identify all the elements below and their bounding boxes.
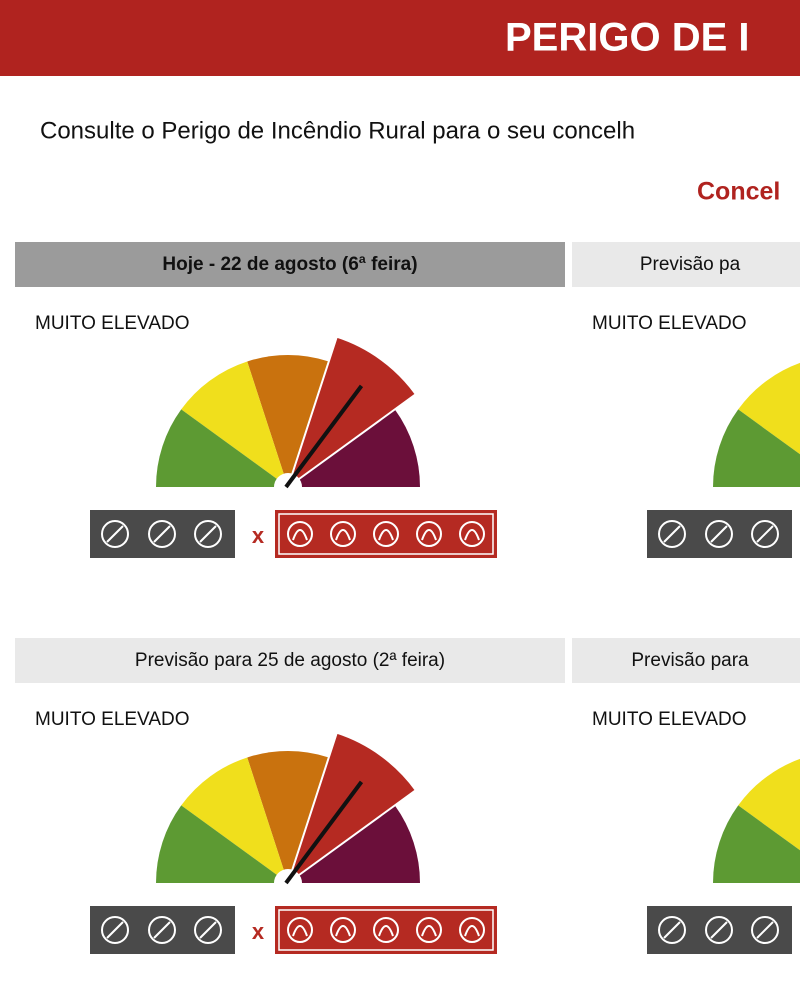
forbidden-activities <box>275 906 497 954</box>
gauge-segment <box>181 361 288 487</box>
gauge-segment <box>738 362 800 455</box>
panel-heading-bg <box>572 638 800 683</box>
gauge-segment <box>181 757 288 883</box>
activity-icon <box>705 916 733 944</box>
forbidden-icon <box>292 925 308 937</box>
forbidden-icon <box>421 529 437 541</box>
panel-heading: Previsão para 25 de agosto (2ª feira) <box>135 650 445 671</box>
panel-heading-bg <box>15 638 565 683</box>
forbidden-icon <box>335 925 351 937</box>
gauge-segment <box>288 409 420 487</box>
gauge-segment-active <box>286 335 418 490</box>
activity-icon <box>705 520 733 548</box>
forbidden-icon <box>378 529 394 541</box>
activity-icon <box>663 525 681 543</box>
activity-icon <box>153 921 171 939</box>
forbidden-border <box>278 909 494 951</box>
county-label: Concel <box>697 178 780 206</box>
gauge-needle <box>284 780 364 885</box>
forbidden-icon <box>421 925 437 937</box>
activity-icon <box>199 525 217 543</box>
activity-icon <box>148 916 176 944</box>
danger-level: MUITO ELEVADO <box>35 313 190 334</box>
forbidden-border <box>278 513 494 555</box>
activity-icon <box>658 520 686 548</box>
gauge-segment <box>247 355 329 487</box>
activity-icon <box>658 916 686 944</box>
gauge-segment <box>247 751 329 883</box>
activity-icon <box>710 921 728 939</box>
activity-icon <box>101 916 129 944</box>
forbidden-icon <box>459 917 485 943</box>
activity-icon <box>106 921 124 939</box>
activity-icon <box>751 916 779 944</box>
header-bar <box>0 0 800 76</box>
restriction-separator: x <box>252 523 265 548</box>
forbidden-icon <box>416 917 442 943</box>
activity-icon <box>101 520 129 548</box>
forbidden-icon <box>330 521 356 547</box>
gauge-segment-active <box>286 731 418 886</box>
gauge-segment <box>156 409 288 487</box>
gauge-needle <box>284 384 364 489</box>
forbidden-activities <box>275 510 497 558</box>
forbidden-icon <box>287 917 313 943</box>
activity-icon <box>756 525 774 543</box>
gauge-segment <box>713 409 800 487</box>
gauge-segment <box>713 805 800 883</box>
activity-icon <box>194 916 222 944</box>
forbidden-icon <box>464 925 480 937</box>
activity-icon <box>106 525 124 543</box>
panel-heading-bg <box>572 242 800 287</box>
activity-icon <box>148 520 176 548</box>
header-title: PERIGO DE I <box>505 16 750 60</box>
activity-icon <box>153 525 171 543</box>
activity-icon <box>194 520 222 548</box>
danger-level: MUITO ELEVADO <box>592 709 747 730</box>
danger-level: MUITO ELEVADO <box>592 313 747 334</box>
forbidden-icon <box>373 917 399 943</box>
forbidden-icon <box>464 529 480 541</box>
forbidden-icon <box>292 529 308 541</box>
activity-icon <box>751 520 779 548</box>
activity-icon <box>663 921 681 939</box>
forbidden-icon <box>287 521 313 547</box>
gauge-segment <box>156 805 288 883</box>
forbidden-icon <box>373 521 399 547</box>
gauge-segment <box>288 805 420 883</box>
activity-icon <box>199 921 217 939</box>
forbidden-icon <box>330 917 356 943</box>
activity-icon <box>710 525 728 543</box>
intro-text: Consulte o Perigo de Incêndio Rural para… <box>40 117 635 144</box>
panel-heading-bg <box>15 242 565 287</box>
gauge-segment <box>738 758 800 851</box>
forbidden-icon <box>335 529 351 541</box>
panel-heading: Previsão pa <box>640 254 741 275</box>
activity-icon <box>756 921 774 939</box>
restriction-separator: x <box>252 919 265 944</box>
danger-level: MUITO ELEVADO <box>35 709 190 730</box>
forbidden-icon <box>416 521 442 547</box>
panel-heading: Previsão para <box>631 650 749 671</box>
forbidden-icon <box>378 925 394 937</box>
panel-heading: Hoje - 22 de agosto (6ª feira) <box>162 254 417 275</box>
forbidden-icon <box>459 521 485 547</box>
